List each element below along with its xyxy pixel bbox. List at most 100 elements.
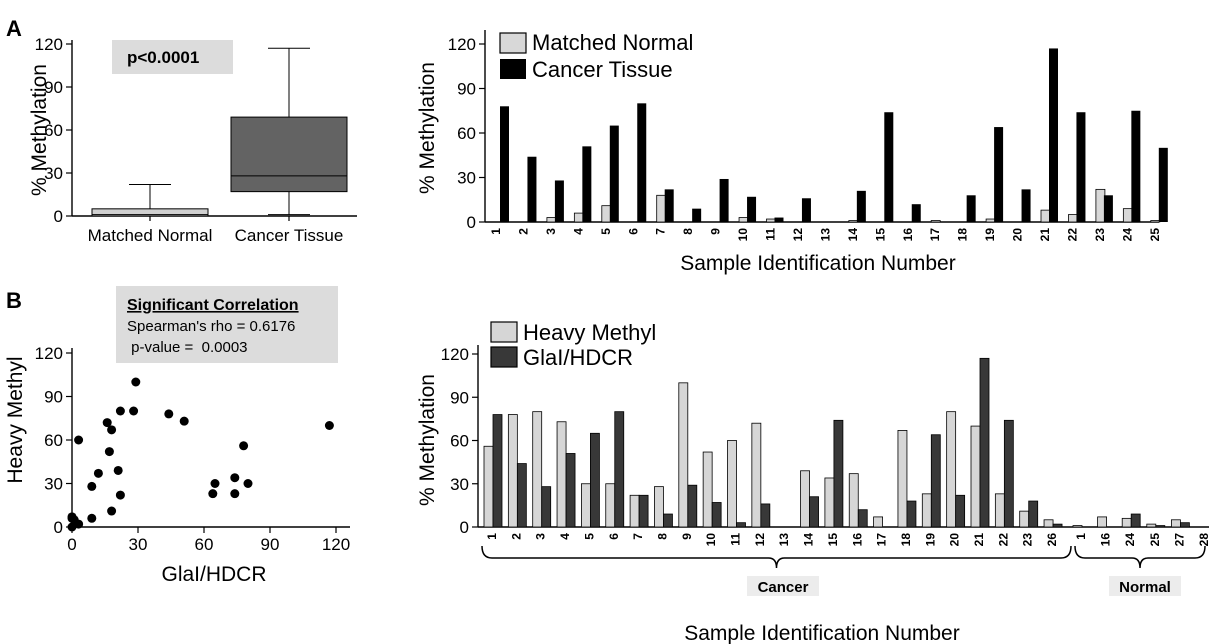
bar-chart-a-x-axis-title: Sample Identification Number xyxy=(680,252,955,275)
scatter-point xyxy=(104,447,114,457)
scatter-point xyxy=(67,513,77,523)
bar-chart-b-y-tick-label: 30 xyxy=(450,475,469,494)
bar-chart-a-x-tick-label: 17 xyxy=(928,228,942,242)
box-plot-y-axis-title: % Methylation xyxy=(28,64,51,196)
bar-chart-b-x-tick-label: 6 xyxy=(607,533,621,540)
bar-cancer-tissue xyxy=(1131,110,1141,222)
bar-glal-hdcr xyxy=(930,434,941,528)
bar-chart-b-y-tick-label: 120 xyxy=(441,345,469,364)
bar-glal-hdcr xyxy=(1028,500,1039,528)
legend-label-cancer-tissue: Cancer Tissue xyxy=(532,57,673,82)
bar-chart-a-x-tick-label: 2 xyxy=(516,228,530,235)
scatter-point xyxy=(243,479,253,488)
bar-chart-b-x-axis-title: Sample Identification Number xyxy=(684,622,959,644)
bar-matched-normal xyxy=(985,218,996,223)
bar-glal-hdcr xyxy=(1155,525,1166,528)
bar-chart-a-x-tick-label: 12 xyxy=(791,228,805,242)
scatter-x-axis-title: GlaI/HDCR xyxy=(161,563,266,586)
bar-cancer-tissue xyxy=(1158,147,1168,222)
bar-chart-b-y-tick-label: 60 xyxy=(450,432,469,451)
scatter-point xyxy=(93,468,103,478)
legend-swatch-glal-hdcr xyxy=(490,346,518,368)
bar-chart-a-x-tick-label: 5 xyxy=(599,228,613,235)
legend-label-matched-normal: Matched Normal xyxy=(532,30,693,55)
bar-heavy-methyl xyxy=(629,494,640,528)
bar-chart-b-x-tick-label: 10 xyxy=(704,533,718,547)
bar-cancer-tissue xyxy=(1049,48,1058,223)
bar-chart-b-x-tick-label: 7 xyxy=(631,533,645,540)
bar-chart-a-x-tick-label: 20 xyxy=(1011,228,1025,242)
bar-heavy-methyl xyxy=(556,421,567,528)
bar-chart-b-x-tick-label: 8 xyxy=(655,533,669,540)
bar-cancer-tissue xyxy=(1103,195,1113,222)
box-plot-category-label: Matched Normal xyxy=(88,226,213,245)
bar-chart-a-x-tick-label: 14 xyxy=(846,228,860,242)
bar-matched-normal xyxy=(1040,209,1051,223)
legend-label-glal-hdcr: GlaI/HDCR xyxy=(523,345,633,370)
bar-cancer-tissue xyxy=(911,204,921,222)
sample-bar-chart-a: % Methylation Sample Identification Numb… xyxy=(416,30,1168,275)
bar-matched-normal xyxy=(1068,214,1078,223)
scatter-point xyxy=(324,421,334,430)
bar-heavy-methyl xyxy=(970,425,981,528)
bar-chart-b-x-tick-label: 26 xyxy=(1045,533,1059,547)
bar-glal-hdcr xyxy=(541,486,552,528)
bar-chart-b-x-tick-label: 17 xyxy=(875,533,889,547)
bar-chart-b-x-tick-label: 25 xyxy=(1148,533,1162,547)
bar-heavy-methyl xyxy=(507,414,518,528)
scatter-point xyxy=(74,519,84,529)
bar-heavy-methyl xyxy=(1121,517,1132,528)
scatter-point xyxy=(179,416,189,426)
bar-chart-a-y-tick-label: 30 xyxy=(457,169,476,188)
bar-cancer-tissue xyxy=(554,180,564,222)
bar-chart-b-x-tick-label: 16 xyxy=(1099,533,1113,547)
scatter-x-tick-label: 120 xyxy=(322,535,350,554)
bar-matched-normal xyxy=(546,217,557,223)
panel-letter-a: A xyxy=(6,16,22,41)
bar-glal-hdcr xyxy=(565,453,576,528)
bar-chart-a-x-tick-label: 3 xyxy=(544,228,558,235)
bar-chart-a-x-tick-label: 4 xyxy=(571,228,585,235)
bar-chart-b-x-tick-label: 23 xyxy=(1021,533,1035,547)
bar-glal-hdcr xyxy=(638,494,649,528)
bar-matched-normal xyxy=(601,205,612,223)
scatter-point xyxy=(87,513,97,523)
bar-chart-b-y-axis-title: % Methylation xyxy=(416,374,439,506)
bar-chart-b-x-tick-label: 2 xyxy=(509,533,523,540)
group-label-normal: Normal xyxy=(1119,579,1171,596)
bar-chart-a-x-tick-label: 13 xyxy=(818,228,832,242)
bar-chart-b-x-tick-label: 3 xyxy=(534,533,548,540)
scatter-point xyxy=(164,409,174,419)
bar-chart-b-x-tick-label: 19 xyxy=(923,533,937,547)
scatter-point xyxy=(115,406,125,416)
bar-heavy-methyl xyxy=(946,411,957,528)
bar-heavy-methyl xyxy=(921,493,932,528)
bar-chart-b-x-tick-label: 27 xyxy=(1172,533,1186,547)
bar-heavy-methyl xyxy=(654,486,664,528)
box-plot-y-tick-label: 60 xyxy=(44,121,63,140)
bar-chart-a-x-tick-label: 9 xyxy=(709,228,723,235)
bar-matched-normal xyxy=(573,212,584,223)
bar-heavy-methyl xyxy=(800,470,810,528)
bar-chart-b-x-tick-label: 16 xyxy=(850,533,864,547)
bar-heavy-methyl xyxy=(1097,516,1107,528)
bar-heavy-methyl xyxy=(702,451,713,528)
bar-matched-normal xyxy=(1122,208,1133,223)
legend-swatch-heavy-methyl xyxy=(490,321,518,343)
scatter-point xyxy=(107,506,117,516)
box-plot-y-tick-label: 120 xyxy=(35,35,63,54)
bar-cancer-tissue xyxy=(719,178,729,222)
box-plot-y-tick-label: 90 xyxy=(44,78,63,97)
bar-glal-hdcr xyxy=(857,509,868,528)
bar-matched-normal xyxy=(930,220,941,223)
bar-heavy-methyl xyxy=(1072,525,1083,528)
group-label-bg-cancer xyxy=(747,576,819,596)
bar-glal-hdcr xyxy=(1130,513,1141,528)
bar-matched-normal xyxy=(848,220,859,223)
group-brace-normal xyxy=(1074,545,1206,569)
bar-matched-normal xyxy=(656,194,667,223)
bar-cancer-tissue xyxy=(609,125,619,222)
p-value-label: p<0.0001 xyxy=(127,48,199,67)
bar-chart-b-x-tick-label: 11 xyxy=(729,533,743,546)
